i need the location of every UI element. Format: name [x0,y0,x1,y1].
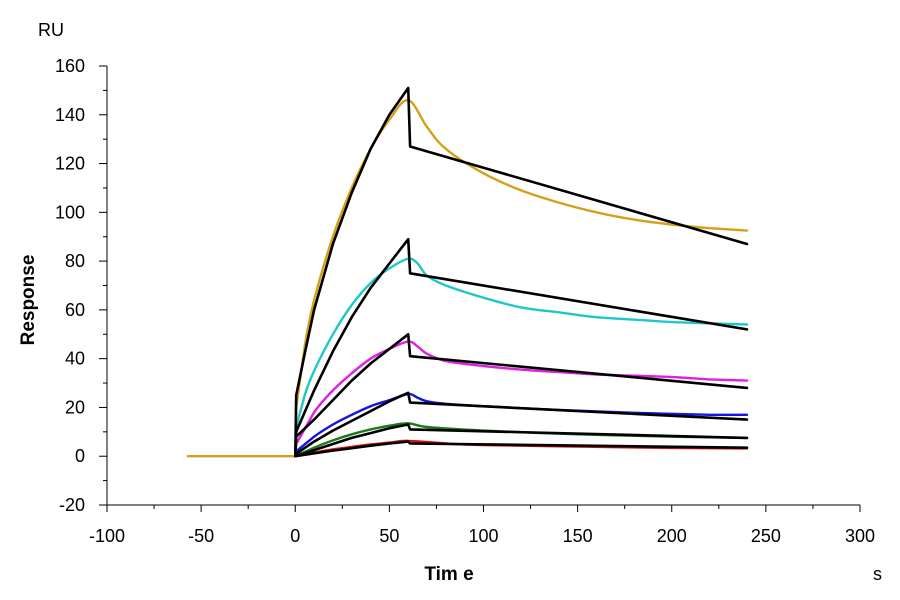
x-axis-title: Tim e [424,564,473,585]
y-tick-label: 120 [55,154,85,174]
series-line-fit-3 [294,333,749,458]
y-tick-label: 60 [65,300,85,320]
y-tick-label: 20 [65,397,85,417]
series-line-fit-1 [294,86,749,458]
series-line-fit-6 [294,440,749,458]
x-tick-label: 250 [751,526,781,546]
series-line-measured-2 [294,257,749,458]
x-tick-label: 300 [845,526,875,546]
series-layer [186,86,749,458]
y-tick-label: -20 [59,495,85,515]
x-tick-label: 200 [657,526,687,546]
x-tick-label: 50 [379,526,399,546]
y-axis-title: Response [18,255,39,346]
series-line-fit-5 [294,423,749,458]
series-line-measured-1 [186,98,749,458]
y-tick-label: 40 [65,349,85,369]
series-line-fit-2 [294,237,749,458]
series-line-measured-3 [294,340,749,458]
x-unit-label: s [873,564,882,584]
x-tick-label: 100 [468,526,498,546]
x-tick-label: -100 [89,526,125,546]
y-tick-label: 80 [65,251,85,271]
x-tick-label: -50 [188,526,214,546]
y-tick-label: 100 [55,202,85,222]
series-line-measured-6 [294,439,749,458]
x-tick-label: 0 [290,526,300,546]
y-unit-label: RU [38,20,64,40]
x-tick-label: 150 [563,526,593,546]
series-line-fit-4 [294,391,749,458]
series-line-measured-5 [294,422,749,458]
y-tick-label: 140 [55,105,85,125]
y-tick-label: 160 [55,56,85,76]
axes: -100 -50 0 50 100 150 200 250 300 -20 0 20 40 60 80 100… [55,56,875,546]
y-tick-label: 0 [75,446,85,466]
